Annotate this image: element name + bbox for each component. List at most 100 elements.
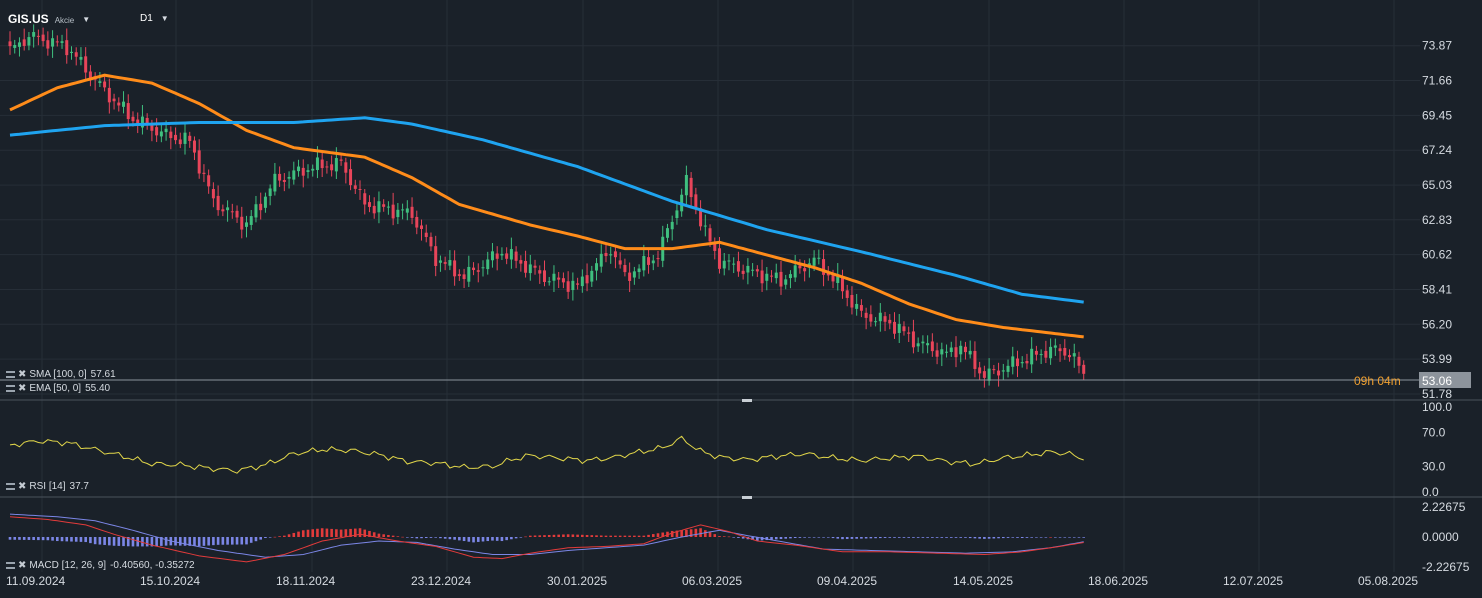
settings-menu-icon[interactable]: [6, 371, 15, 378]
candle-body: [788, 274, 792, 279]
candle-body: [552, 273, 556, 281]
candle-body: [741, 270, 745, 274]
candle-body: [722, 260, 726, 269]
macd-histogram-bar: [689, 529, 693, 537]
macd-histogram-bar: [571, 534, 575, 537]
pane-resize-handle-1[interactable]: [742, 399, 752, 402]
close-icon[interactable]: ✖: [18, 560, 27, 571]
macd-histogram-bar: [978, 537, 981, 539]
candle-body: [472, 267, 476, 271]
macd-histogram-bar: [481, 537, 485, 542]
macd-tick-label: -2.22675: [1422, 560, 1470, 574]
macd-histogram-bar: [278, 536, 281, 537]
settings-menu-icon[interactable]: [6, 562, 15, 569]
candle-body: [803, 268, 807, 272]
caret-down-icon[interactable]: ▼: [82, 14, 91, 24]
candle-body: [746, 265, 750, 273]
macd-histogram-bar: [751, 537, 754, 540]
sma-value: 57.61: [90, 369, 116, 380]
macd-histogram-bar: [1049, 537, 1052, 538]
macd-histogram-bar: [926, 537, 929, 538]
candle-body: [599, 253, 603, 267]
candle-body: [566, 281, 570, 292]
candle-body: [533, 265, 537, 268]
candle-body: [850, 294, 854, 308]
candle-body: [528, 264, 532, 274]
candle-body: [235, 210, 239, 218]
settings-menu-icon[interactable]: [6, 385, 15, 392]
macd-histogram-bar: [879, 537, 882, 539]
macd-histogram-bar: [353, 528, 357, 537]
macd-histogram-bar: [74, 537, 78, 542]
candle-body: [647, 257, 651, 265]
macd-histogram-bar: [145, 537, 149, 547]
candle-body: [188, 135, 192, 141]
caret-down-icon[interactable]: ▼: [160, 14, 169, 23]
candle-body: [429, 236, 433, 247]
macd-histogram-bar: [434, 537, 437, 538]
settings-menu-icon[interactable]: [6, 483, 15, 490]
macd-histogram-bar: [37, 537, 40, 541]
pane-resize-handle-2[interactable]: [742, 496, 752, 499]
candle-body: [443, 262, 447, 264]
candle-body: [694, 194, 698, 210]
candle-body: [973, 350, 977, 369]
candle-body: [178, 139, 182, 145]
macd-histogram-bar: [538, 535, 542, 537]
candle-body: [107, 87, 111, 103]
candle-body: [448, 260, 452, 266]
candle-body: [713, 241, 717, 251]
macd-histogram-bar: [774, 537, 778, 540]
macd-histogram-bar: [1002, 537, 1005, 539]
macd-histogram-bar: [954, 537, 958, 538]
macd-histogram-bar: [581, 534, 584, 537]
macd-histogram-bar: [1058, 537, 1062, 538]
macd-histogram-bar: [32, 537, 35, 541]
candle-body: [703, 225, 707, 227]
sma-100-line: [9, 116, 1084, 304]
macd-histogram-bar: [448, 537, 452, 540]
macd-histogram-bar: [458, 537, 461, 541]
macd-histogram-bar: [325, 528, 329, 537]
macd-histogram-bar: [997, 537, 1000, 539]
macd-histogram-bar: [907, 537, 910, 538]
candle-body: [505, 253, 509, 259]
macd-histogram-bar: [614, 535, 617, 537]
candle-body: [240, 216, 244, 230]
candle-body: [1063, 347, 1067, 356]
candle-body: [538, 270, 542, 274]
close-icon[interactable]: ✖: [18, 481, 27, 492]
macd-histogram-bar: [56, 537, 59, 542]
macd-histogram-bar: [197, 537, 201, 547]
candle-body: [150, 125, 154, 131]
candle-body: [8, 41, 12, 47]
close-icon[interactable]: ✖: [18, 369, 27, 380]
candle-body: [1011, 356, 1015, 367]
timeframe-selector[interactable]: D1 ▼: [140, 13, 169, 24]
candle-body: [55, 41, 59, 43]
candle-body: [930, 341, 934, 352]
candle-body: [1006, 365, 1010, 372]
macd-histogram-bar: [1020, 537, 1024, 539]
macd-histogram-bar: [103, 537, 106, 545]
macd-histogram-bar: [292, 532, 296, 537]
candle-body: [547, 281, 551, 283]
candle-body: [202, 172, 206, 174]
close-icon[interactable]: ✖: [18, 383, 27, 394]
macd-histogram-bar: [618, 535, 622, 537]
macd-histogram-bar: [174, 537, 177, 546]
time-tick-label: 12.07.2025: [1223, 574, 1283, 588]
candle-body: [817, 257, 821, 259]
candle-body: [183, 132, 187, 144]
macd-histogram-bar: [973, 537, 977, 539]
symbol-header[interactable]: GIS.US Akcie ▼: [8, 10, 90, 28]
macd-histogram-bar: [207, 537, 210, 546]
candle-body: [1030, 348, 1034, 365]
candle-body: [945, 351, 949, 353]
candle-body: [736, 261, 740, 272]
candle-body: [959, 345, 963, 355]
rsi-tick-label: 30.0: [1422, 460, 1446, 474]
candle-body: [268, 188, 272, 197]
timeframe-label: D1: [140, 13, 153, 24]
